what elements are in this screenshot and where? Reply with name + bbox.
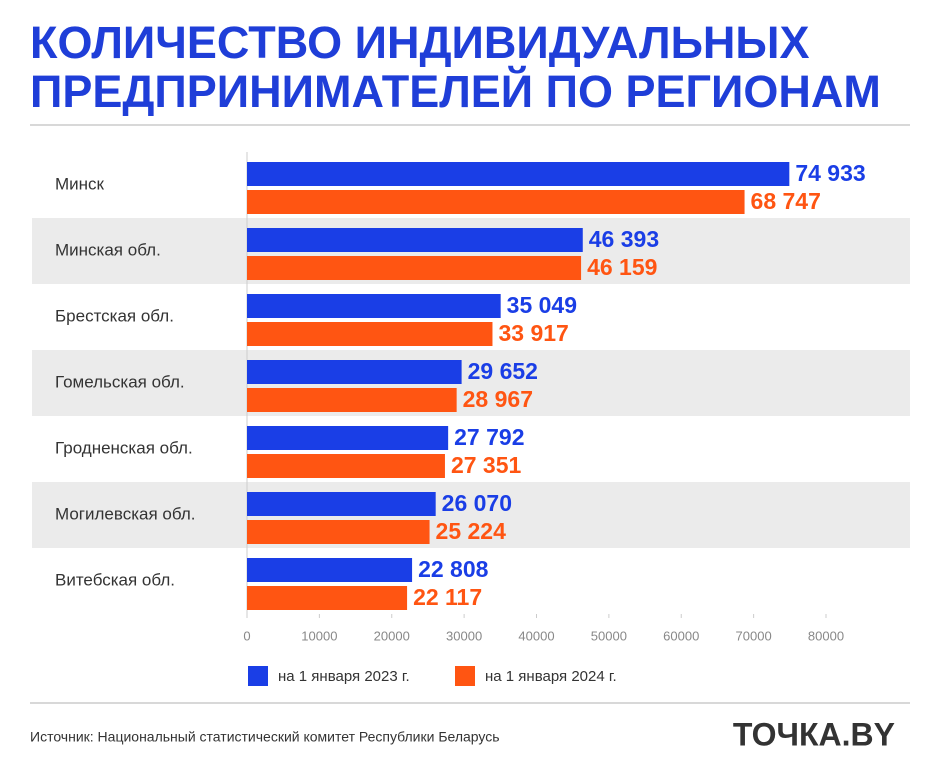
source: Источник: Национальный статистический ко…: [30, 729, 500, 745]
category-label: Могилевская обл.: [55, 504, 195, 523]
bar: [247, 294, 501, 318]
bar: [247, 586, 408, 610]
bar: [247, 558, 413, 582]
bar: [247, 228, 583, 252]
x-tick-label: 10000: [301, 628, 337, 643]
value-label: 46 393: [589, 226, 659, 252]
x-tick-label: 50000: [591, 628, 627, 643]
x-tick-label: 30000: [446, 628, 482, 643]
bar: [247, 426, 449, 450]
bar: [247, 454, 445, 478]
logo: ТОЧКА.BY: [733, 716, 895, 752]
x-tick-label: 0: [243, 628, 250, 643]
value-label: 35 049: [507, 292, 577, 318]
bar: [247, 162, 790, 186]
category-label: Гродненская обл.: [55, 438, 193, 457]
bar: [247, 360, 462, 384]
category-label: Минск: [55, 174, 105, 193]
value-label: 68 747: [751, 188, 821, 214]
bar: [247, 256, 582, 280]
value-label: 27 792: [454, 424, 524, 450]
legend-swatch: [455, 666, 475, 686]
x-tick-label: 70000: [736, 628, 772, 643]
value-label: 46 159: [587, 254, 657, 280]
x-tick-label: 60000: [663, 628, 699, 643]
x-tick-label: 80000: [808, 628, 844, 643]
row-band: [32, 350, 910, 416]
value-label: 74 933: [795, 160, 865, 186]
value-label: 22 117: [413, 584, 482, 610]
bar: [247, 520, 430, 544]
value-label: 28 967: [463, 386, 533, 412]
legend-label: на 1 января 2024 г.: [485, 668, 617, 685]
legend-swatch: [248, 666, 268, 686]
category-label: Витебская обл.: [55, 570, 175, 589]
bar: [247, 322, 493, 346]
value-label: 22 808: [418, 556, 489, 582]
value-label: 27 351: [451, 452, 522, 478]
bar: [247, 190, 745, 214]
x-tick-label: 20000: [374, 628, 410, 643]
category-label: Брестская обл.: [55, 306, 174, 325]
category-label: Гомельская обл.: [55, 372, 185, 391]
legend-label: на 1 января 2023 г.: [278, 668, 410, 685]
x-tick-label: 40000: [518, 628, 554, 643]
row-band: [32, 482, 910, 548]
value-label: 29 652: [468, 358, 538, 384]
bar: [247, 492, 436, 516]
bar: [247, 388, 457, 412]
category-label: Минская обл.: [55, 240, 161, 259]
value-label: 25 224: [436, 518, 507, 544]
chart-title: ПРЕДПРИНИМАТЕЛЕЙ ПО РЕГИОНАМ: [30, 66, 881, 117]
value-label: 33 917: [498, 320, 568, 346]
chart-title: КОЛИЧЕСТВО ИНДИВИДУАЛЬНЫХ: [30, 17, 809, 68]
value-label: 26 070: [442, 490, 512, 516]
